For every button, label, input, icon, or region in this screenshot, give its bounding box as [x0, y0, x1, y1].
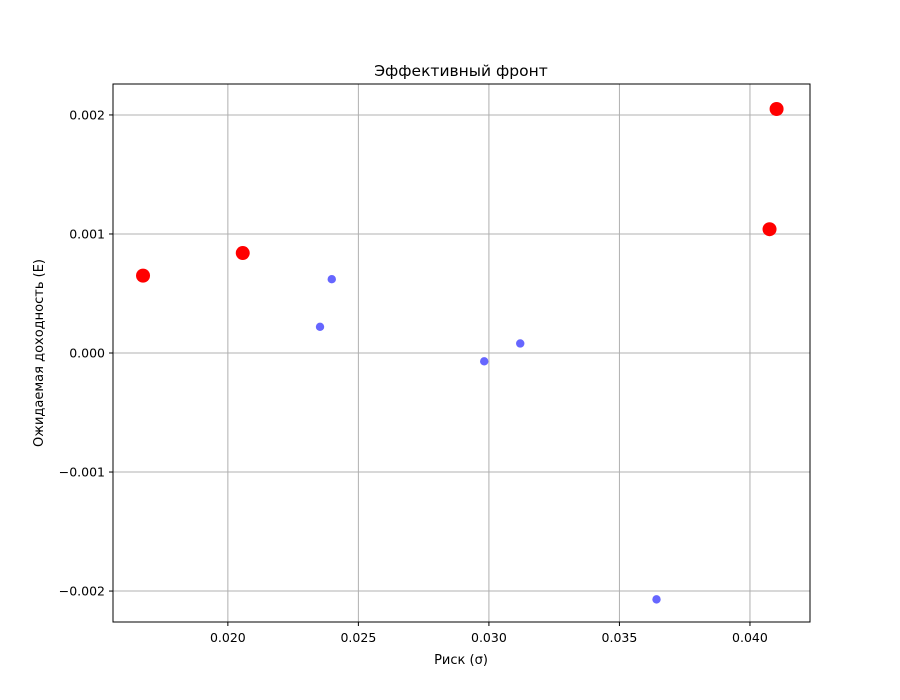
x-tick-label: 0.025 [340, 630, 376, 645]
chart-title: Эффективный фронт [374, 62, 548, 80]
red-point [235, 246, 250, 261]
y-tick-label: 0.000 [69, 346, 105, 361]
x-axis-label: Риск (σ) [434, 653, 488, 668]
y-tick-label: −0.002 [59, 584, 105, 599]
red-point [769, 101, 784, 116]
scatter-points [136, 101, 784, 604]
y-tick-label: 0.001 [69, 226, 105, 241]
blue-point [315, 322, 325, 332]
x-tick-label: 0.040 [732, 630, 768, 645]
blue-point [480, 357, 489, 366]
red-point [762, 222, 777, 237]
y-tick-label: 0.002 [69, 107, 105, 122]
axis-ticks: 0.020 0.025 0.030 0.035 0.040 −0.002 −0.001 0.0… [59, 107, 768, 645]
y-tick-label: −0.001 [59, 465, 105, 480]
x-tick-label: 0.030 [471, 630, 507, 645]
blue-point [652, 595, 661, 604]
y-axis-label: Ожидаемая доходность (E) [32, 259, 47, 447]
blue-point [327, 275, 336, 284]
red-point [136, 268, 151, 283]
x-tick-label: 0.020 [210, 630, 246, 645]
grid [113, 84, 810, 622]
x-tick-label: 0.035 [602, 630, 638, 645]
blue-point [516, 339, 525, 348]
